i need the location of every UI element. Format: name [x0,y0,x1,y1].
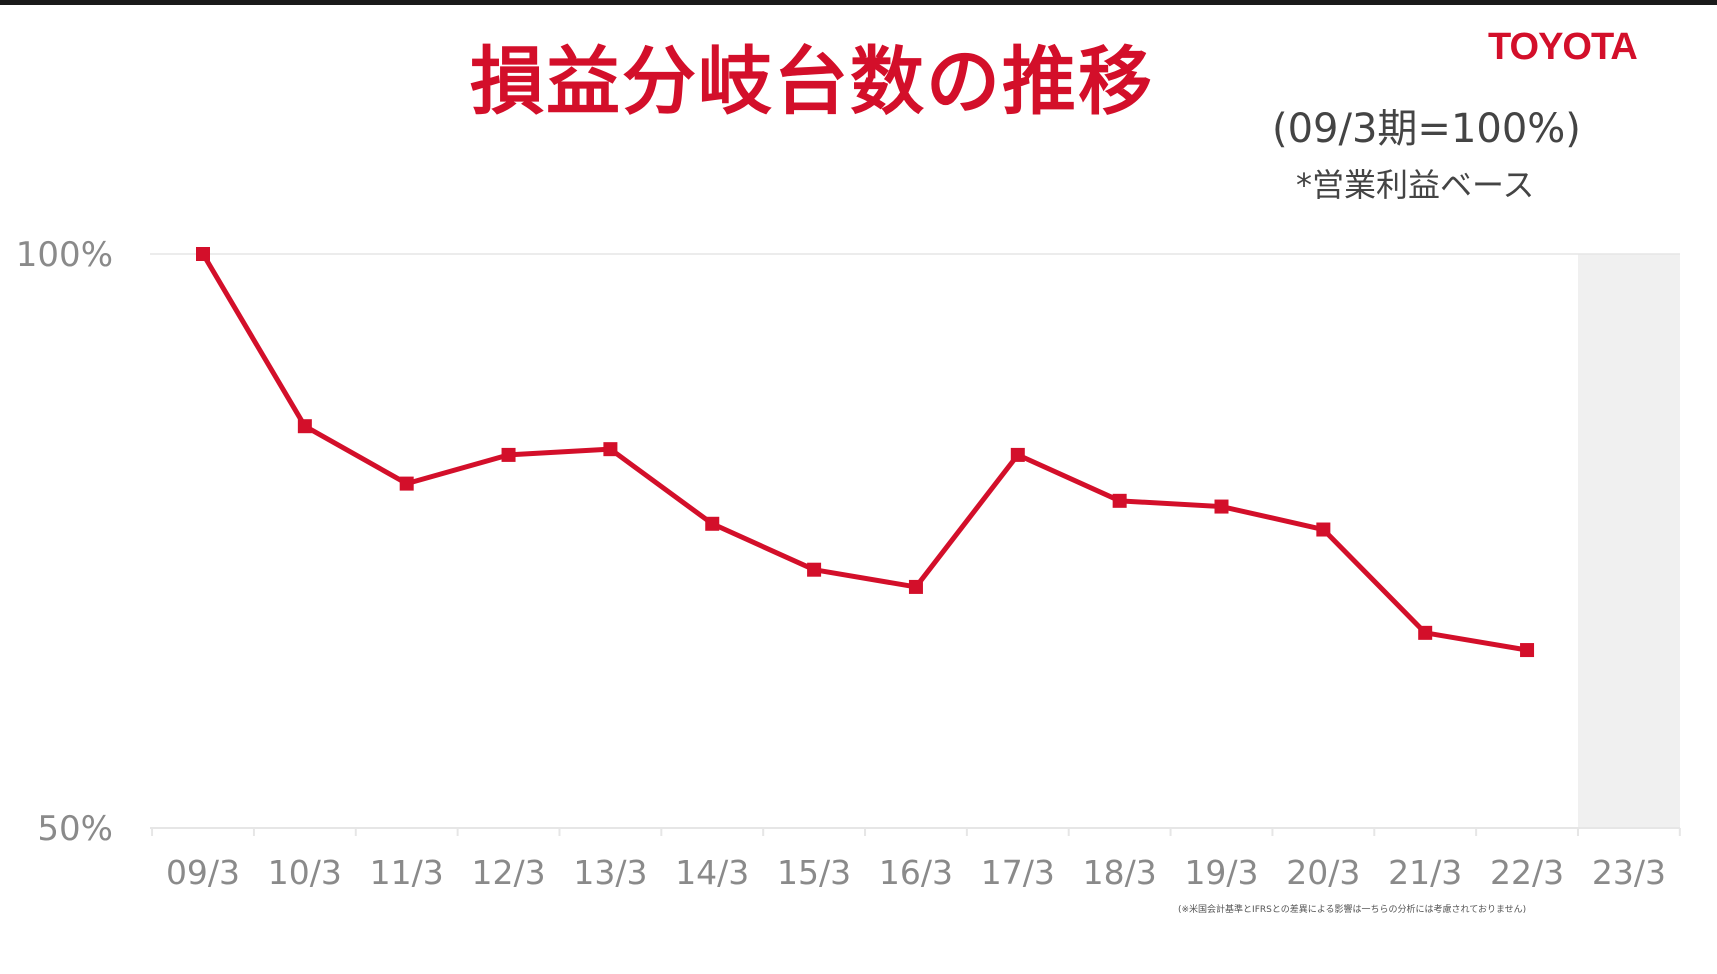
data-point-marker [1010,447,1025,462]
data-point-marker [399,476,414,491]
x-tick-label: 09/3 [166,853,240,892]
x-tick-label: 17/3 [981,853,1055,892]
x-tick-label: 18/3 [1083,853,1157,892]
toyota-logo: TOYOTA [1488,26,1638,68]
data-point-marker [705,516,720,531]
data-point-marker [1214,499,1229,514]
x-tick-label: 14/3 [675,853,749,892]
data-point-marker [1316,522,1331,537]
data-point-marker [807,562,822,577]
data-point-marker [501,447,516,462]
x-tick-label: 22/3 [1490,853,1564,892]
data-point-marker [1418,625,1433,640]
top-bar [0,0,1717,5]
x-tick-label: 15/3 [777,853,851,892]
data-point-marker [1112,493,1127,508]
shaded-forecast-region [1577,254,1680,828]
x-tick-label: 20/3 [1286,853,1360,892]
chart-note: *営業利益ベース [1296,166,1535,204]
x-tick-label: 11/3 [370,853,444,892]
x-tick-label: 10/3 [268,853,342,892]
x-tick-label: 23/3 [1592,853,1666,892]
x-tick-label: 19/3 [1184,853,1258,892]
x-tick-label: 13/3 [573,853,647,892]
chart-subtitle: (09/3期=100%) [1272,106,1581,152]
y-tick-label: 100% [16,235,113,275]
data-point-marker [196,247,210,261]
data-point-marker [1520,643,1535,658]
x-tick-label: 16/3 [879,853,953,892]
x-tick-label: 21/3 [1388,853,1462,892]
x-tick-label: 12/3 [471,853,545,892]
data-point-marker [603,442,618,457]
series-line [200,252,1528,653]
footnote: (※米国会計基準とIFRSとの差異による影響は一ちらの分析には考慮されておりませ… [1178,905,1527,915]
data-point-marker [297,419,312,434]
chart-title: 損益分岐台数の推移 [470,39,1154,125]
y-tick-label: 50% [37,809,113,849]
data-point-marker [908,579,923,594]
